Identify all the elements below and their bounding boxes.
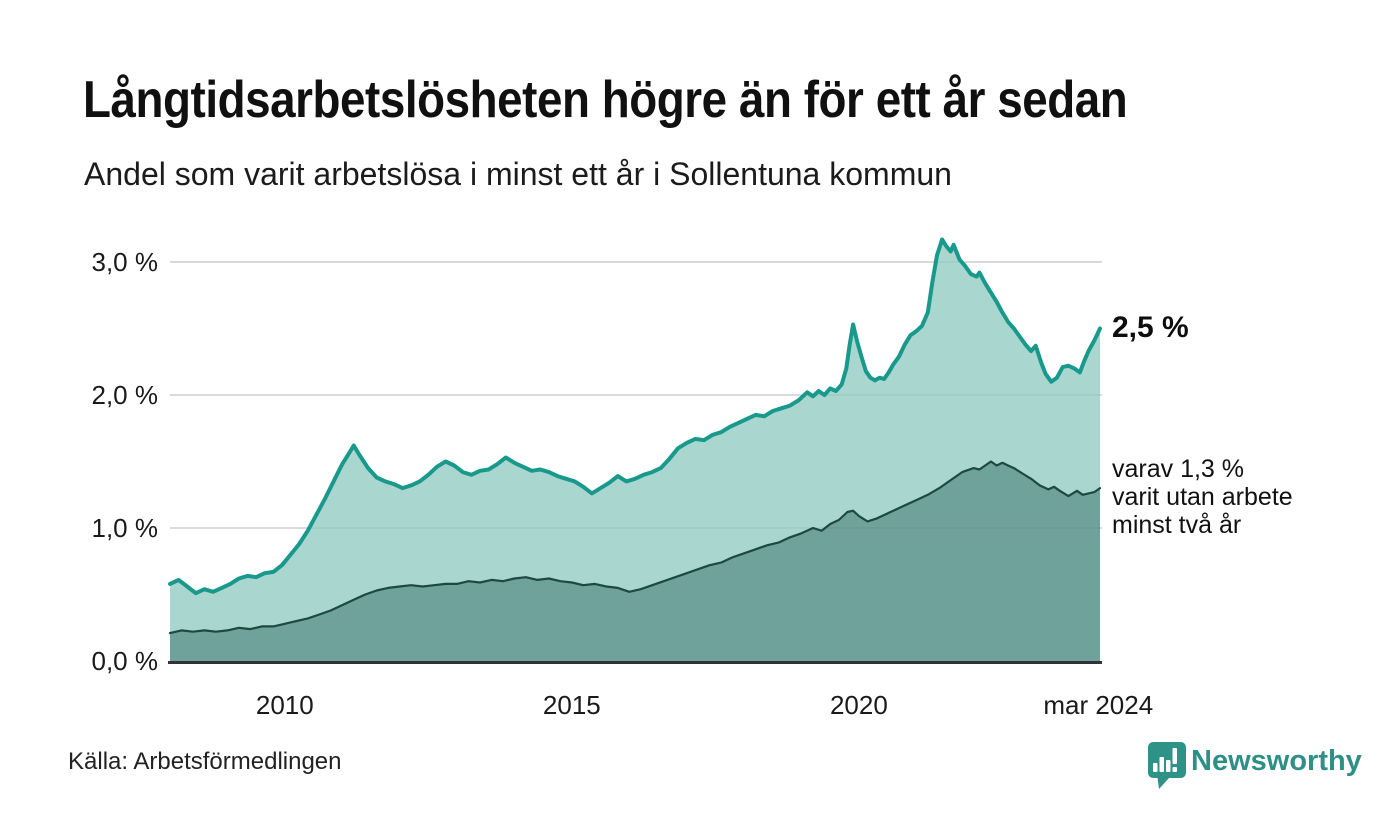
- y-tick-3: 3,0 %: [91, 247, 159, 277]
- y-tick-2: 2,0 %: [91, 380, 159, 410]
- chart-title: Långtidsarbetslösheten högre än för ett …: [83, 71, 1128, 129]
- x-tick-2010: 2010: [255, 690, 314, 720]
- two-year-annotation-line-3: minst två år: [1112, 511, 1242, 540]
- area-two-year-fill: [170, 461, 1100, 661]
- y-tick-0: 0,0 %: [91, 646, 159, 676]
- line-total-series: [168, 237, 1102, 596]
- y-tick-1: 1,0 %: [91, 513, 159, 543]
- newsworthy-logo-text: Newsworthy: [1191, 745, 1362, 777]
- two-year-annotation-line-2: varit utan arbete: [1112, 483, 1293, 512]
- newsworthy-logo-icon: [1148, 742, 1186, 789]
- source-credit: Källa: Arbetsförmedlingen: [68, 748, 342, 775]
- end-value-label: 2,5 %: [1112, 310, 1189, 344]
- x-tick-2020: 2020: [829, 690, 888, 720]
- x-tick-mar-2024: mar 2024: [1043, 690, 1154, 720]
- two-year-annotation: varav 1,3 % varit utan arbete minst två …: [1112, 455, 1293, 539]
- x-tick-2015: 2015: [542, 690, 601, 720]
- line-two-year-series: [168, 460, 1102, 635]
- chart-subtitle: Andel som varit arbetslösa i minst ett å…: [84, 156, 952, 192]
- gridlines-overlay: [170, 261, 1102, 529]
- two-year-annotation-line-1: varav 1,3 %: [1112, 455, 1245, 484]
